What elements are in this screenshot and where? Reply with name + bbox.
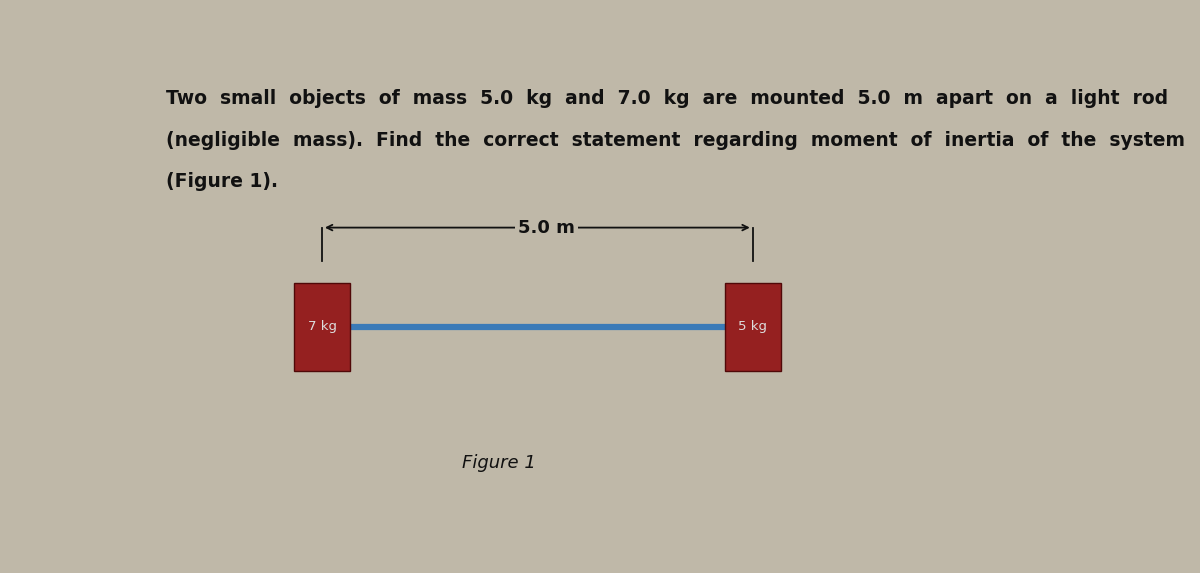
Bar bbox=[294, 282, 350, 371]
Text: Two  small  objects  of  mass  5.0  kg  and  7.0  kg  are  mounted  5.0  m  apar: Two small objects of mass 5.0 kg and 7.0… bbox=[166, 89, 1168, 108]
Text: Figure 1: Figure 1 bbox=[462, 454, 535, 473]
Text: 7 kg: 7 kg bbox=[307, 320, 336, 333]
Text: 5 kg: 5 kg bbox=[738, 320, 767, 333]
Text: (negligible  mass).  Find  the  correct  statement  regarding  moment  of  inert: (negligible mass). Find the correct stat… bbox=[166, 131, 1184, 150]
Bar bbox=[725, 282, 780, 371]
Text: 5.0 m: 5.0 m bbox=[518, 218, 575, 237]
Text: (Figure 1).: (Figure 1). bbox=[166, 172, 278, 191]
